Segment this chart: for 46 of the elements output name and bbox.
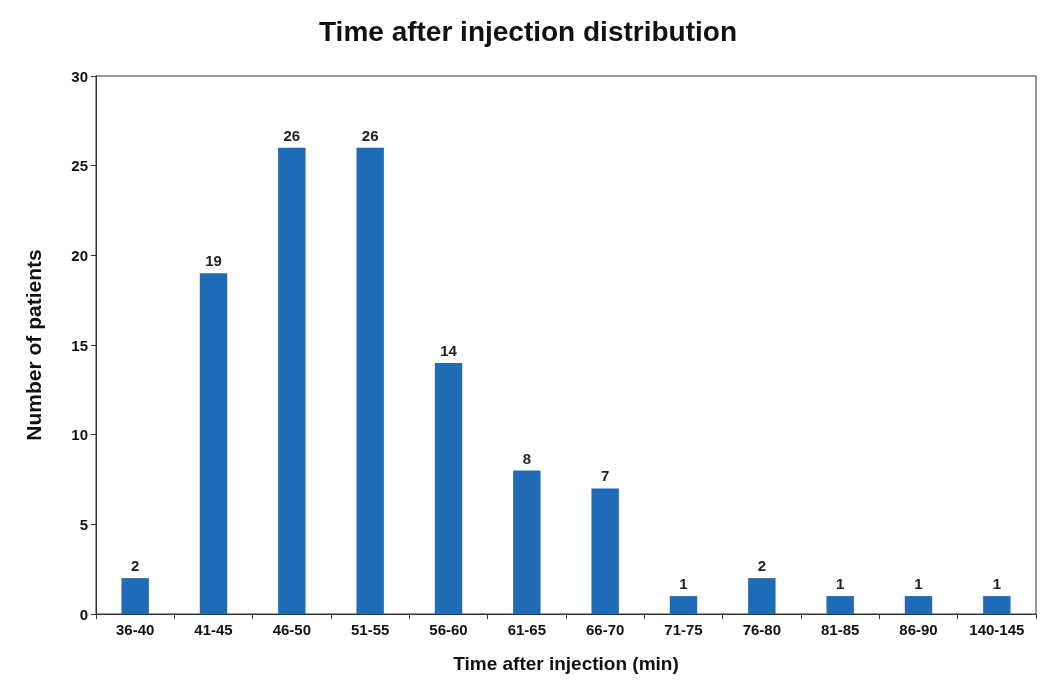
y-tick-label: 0 xyxy=(79,605,88,623)
x-tick-label: 61-65 xyxy=(507,621,547,638)
y-axis-title: Number of patients xyxy=(22,249,45,441)
bar xyxy=(591,488,619,614)
chart-title: Time after injection distribution xyxy=(319,15,737,47)
data-label: 8 xyxy=(522,449,532,467)
data-label: 14 xyxy=(440,341,458,359)
y-tick-label: 10 xyxy=(71,426,88,444)
x-tick-label: 51-55 xyxy=(350,621,390,638)
bar xyxy=(826,596,854,614)
x-tick-label: 41-45 xyxy=(194,621,233,638)
bar xyxy=(904,596,933,614)
y-tick-label: 20 xyxy=(71,246,88,264)
x-tick-label: 81-85 xyxy=(820,621,860,638)
bar xyxy=(983,596,1011,614)
bar xyxy=(199,273,228,614)
data-label: 7 xyxy=(600,467,610,485)
bar xyxy=(278,147,306,614)
data-label: 26 xyxy=(283,126,301,144)
x-tick-label: 71-75 xyxy=(664,621,703,638)
x-tick-label: 56-60 xyxy=(429,621,468,638)
x-tick-label: 86-90 xyxy=(899,621,938,638)
y-tick-label: 30 xyxy=(71,67,88,85)
data-label: 1 xyxy=(835,575,845,593)
bar xyxy=(434,362,463,614)
bar xyxy=(669,596,698,614)
data-label: 1 xyxy=(679,575,688,593)
data-label: 2 xyxy=(130,557,140,575)
bar xyxy=(356,147,384,614)
y-tick-label: 25 xyxy=(71,157,88,175)
data-label: 1 xyxy=(914,575,923,593)
bar xyxy=(748,578,776,614)
data-label: 2 xyxy=(757,557,767,575)
data-label: 26 xyxy=(361,126,379,144)
x-tick-label: 36-40 xyxy=(115,621,155,638)
x-axis-title: Time after injection (min) xyxy=(453,653,679,674)
y-tick-label: 15 xyxy=(71,336,88,354)
x-tick-label: 76-80 xyxy=(742,621,782,638)
x-tick-label: 140-145 xyxy=(969,621,1025,638)
data-label: 19 xyxy=(205,252,222,270)
y-tick-label: 5 xyxy=(79,515,88,533)
bar xyxy=(121,578,149,614)
bar xyxy=(513,470,541,614)
data-label: 1 xyxy=(992,575,1002,593)
x-tick-label: 66-70 xyxy=(585,621,625,638)
x-tick-label: 46-50 xyxy=(272,621,312,638)
